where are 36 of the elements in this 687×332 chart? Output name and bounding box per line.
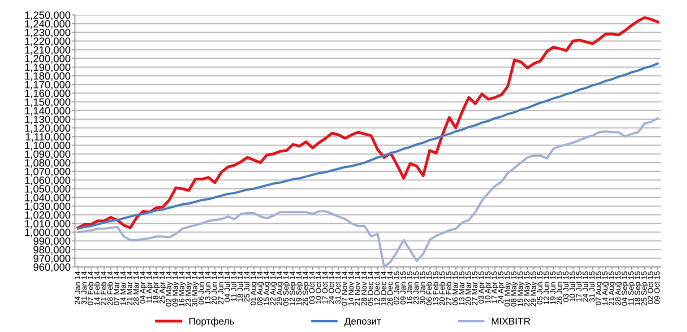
y-tick-label: 1,230,000 [25, 28, 70, 38]
y-tick-label: 1,020,000 [25, 211, 70, 220]
y-tick-label: 980,000 [34, 246, 70, 255]
y-tick-label: 1,120,000 [25, 124, 70, 134]
line-series [77, 117, 659, 267]
y-tick-label: 1,010,000 [25, 220, 70, 229]
y-tick-label: 1,030,000 [25, 202, 70, 212]
legend-label: Портфель [189, 318, 234, 327]
y-tick-label: 1,060,000 [25, 176, 70, 186]
y-tick-label: 1,180,000 [25, 72, 70, 81]
line-series [77, 62, 659, 230]
y-tick-label: 1,040,000 [25, 194, 70, 203]
y-tick-label: 1,130,000 [25, 116, 70, 124]
y-tick-label: 990,000 [34, 237, 70, 246]
y-tick-label: 1,080,000 [25, 159, 70, 168]
y-tick-label: 970,000 [34, 254, 70, 264]
y-tick-label: 960,000 [34, 263, 70, 272]
y-tick-label: 1,160,000 [25, 90, 70, 98]
y-tick-label: 1,070,000 [25, 168, 70, 176]
y-tick-label: 1,250,000 [25, 11, 70, 20]
y-tick-label: 1,150,000 [25, 98, 70, 107]
y-tick-label: 1,140,000 [25, 107, 70, 116]
y-tick-label: 1,190,000 [25, 64, 70, 72]
y-tick-label: 1,210,000 [25, 46, 70, 55]
y-tick-label: 1,050,000 [25, 185, 70, 194]
y-tick-label: 1,240,000 [25, 20, 70, 29]
legend-label: MIXBITR [492, 318, 530, 325]
y-tick-label: 1,090,000 [25, 150, 70, 160]
y-tick-label: 1,000,000 [25, 228, 70, 238]
y-tick-label: 1,220,000 [25, 38, 70, 46]
y-tick-label: 1,200,000 [25, 54, 70, 64]
y-tick-label: 1,110,000 [26, 133, 70, 142]
y-tick-label: 1,170,000 [25, 80, 70, 90]
line-series [76, 16, 660, 230]
legend-label: Депозит [344, 318, 382, 326]
y-tick-label: 1,100,000 [25, 142, 70, 150]
